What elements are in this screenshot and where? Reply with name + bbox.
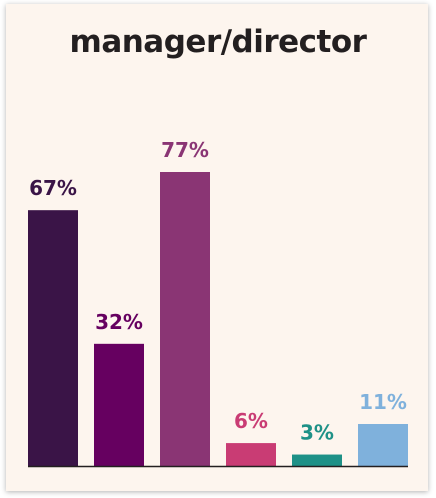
chart-title: manager/director bbox=[69, 24, 367, 60]
bar-1 bbox=[28, 210, 78, 466]
bar-value-label-3: 77% bbox=[161, 138, 209, 162]
bar-value-label-5: 3% bbox=[300, 421, 334, 445]
bar-value-label-2: 32% bbox=[95, 310, 143, 334]
bar-2 bbox=[94, 343, 144, 466]
bar-5 bbox=[292, 454, 342, 466]
bar-6 bbox=[358, 424, 408, 466]
bar-4 bbox=[226, 443, 276, 466]
bar-value-label-4: 6% bbox=[234, 409, 268, 433]
bars-group: 67% 32% 77% 6% 3% 11% bbox=[28, 138, 408, 466]
bar-value-label-6: 11% bbox=[359, 390, 407, 414]
bar-3 bbox=[160, 172, 210, 466]
bar-value-label-1: 67% bbox=[29, 176, 77, 200]
